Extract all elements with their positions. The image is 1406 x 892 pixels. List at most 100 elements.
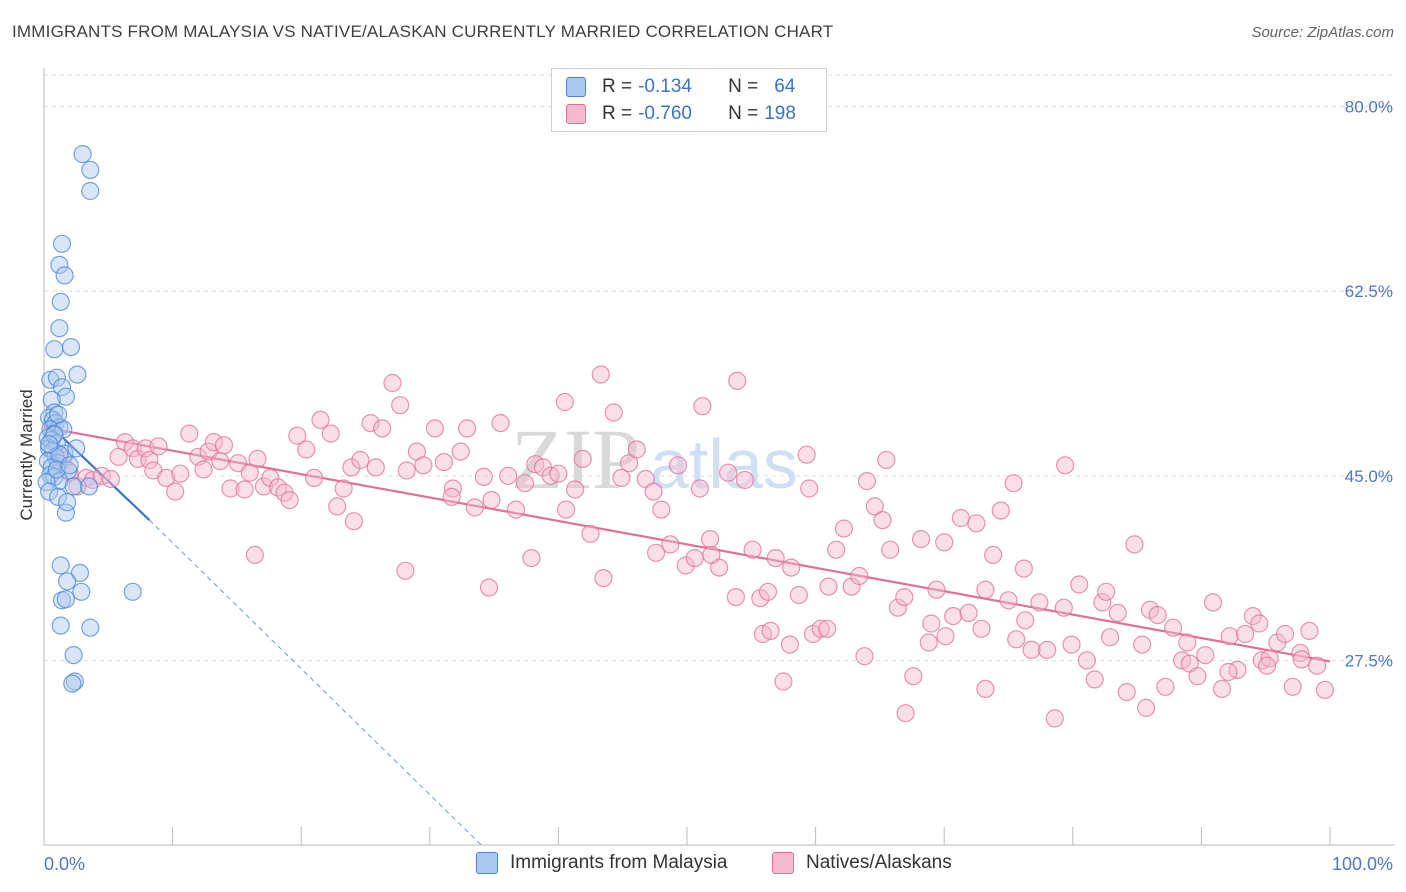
- malaysia-point: [65, 672, 85, 691]
- native-point: [149, 437, 168, 456]
- native-point: [344, 512, 363, 531]
- y-tick-label: 80.0%: [1345, 98, 1393, 117]
- x-tick-label-min: 0.0%: [44, 854, 85, 874]
- y-tick-label: 45.0%: [1345, 467, 1393, 486]
- native-point: [1212, 679, 1232, 699]
- native-point: [458, 419, 477, 438]
- native-point: [334, 479, 353, 498]
- native-point: [366, 458, 385, 477]
- native-point: [896, 704, 915, 723]
- legend-row-malaysia: R = -0.134 N = 64: [566, 74, 795, 100]
- malaysia-point: [81, 160, 100, 179]
- correlation-legend: R = -0.134 N = 64 R = -0.760 N = 198: [551, 68, 827, 132]
- malaysia-point: [60, 456, 79, 475]
- malaysia-point: [64, 477, 83, 496]
- native-point: [800, 479, 819, 498]
- malaysia-point: [51, 556, 70, 575]
- watermark-atlas: atlas: [650, 425, 798, 503]
- native-point: [361, 414, 380, 433]
- native-point: [1133, 635, 1152, 654]
- legend-row-natives: R = -0.760 N = 198: [566, 101, 796, 127]
- native-point: [991, 501, 1010, 520]
- malaysia-point: [57, 493, 77, 512]
- bottom-legend-swatch-blue: [476, 852, 498, 874]
- native-point: [491, 414, 510, 433]
- native-point: [1093, 593, 1112, 612]
- native-point: [1315, 680, 1335, 700]
- native-point: [1085, 670, 1104, 689]
- native-point: [1077, 651, 1097, 670]
- bottom-legend-natives: Natives/Alaskans: [772, 852, 952, 874]
- native-point: [1022, 640, 1041, 660]
- malaysia-point: [51, 292, 70, 311]
- native-point: [895, 587, 914, 607]
- native-point: [881, 540, 900, 559]
- y-tick-label: 62.5%: [1345, 282, 1393, 301]
- native-point: [1037, 640, 1057, 660]
- legend-r-label: R =: [602, 103, 633, 124]
- native-point: [1156, 677, 1175, 696]
- malaysia-point: [70, 563, 90, 583]
- native-point: [140, 450, 159, 470]
- native-point: [391, 396, 410, 415]
- native-point: [904, 667, 923, 686]
- native-point: [972, 619, 991, 638]
- native-point: [693, 397, 712, 416]
- zipatlas-watermark: ZIP atlas: [511, 411, 798, 507]
- native-point: [1188, 667, 1207, 686]
- native-point: [818, 619, 837, 638]
- native-point: [465, 498, 484, 517]
- native-point: [976, 580, 995, 599]
- legend-r-value: -0.134: [638, 76, 692, 97]
- native-point: [1117, 682, 1136, 702]
- native-point: [451, 442, 470, 461]
- malaysia-point: [67, 439, 86, 458]
- native-point: [235, 480, 254, 499]
- native-point: [927, 580, 946, 599]
- native-point: [351, 450, 370, 470]
- native-point: [180, 424, 199, 443]
- native-point: [797, 445, 816, 464]
- native-point: [782, 558, 801, 577]
- native-point: [919, 633, 938, 652]
- native-point: [1016, 611, 1035, 630]
- bottom-legend-swatch-pink: [772, 852, 794, 874]
- native-point: [581, 524, 600, 543]
- native-point: [1250, 614, 1269, 633]
- native-point: [758, 582, 778, 601]
- legend-r-value: -0.760: [638, 103, 692, 124]
- native-point: [877, 450, 896, 470]
- legend-n-label: N =: [728, 103, 759, 124]
- malaysia-point: [48, 487, 68, 506]
- native-point: [761, 621, 780, 641]
- native-point: [573, 449, 592, 468]
- source-credit: Source: ZipAtlas.com: [1251, 24, 1394, 41]
- legend-n-value: 198: [764, 103, 796, 124]
- malaysia-point: [39, 435, 59, 454]
- native-point: [261, 468, 280, 487]
- native-point: [240, 463, 259, 482]
- native-point: [280, 491, 299, 510]
- legend-n-label: N =: [728, 76, 759, 97]
- native-point: [204, 433, 223, 452]
- data-points: [37, 145, 1335, 728]
- native-point: [728, 371, 747, 390]
- native-point: [819, 577, 838, 596]
- malaysia-point: [81, 181, 100, 201]
- native-point: [171, 464, 190, 483]
- native-point: [499, 466, 518, 485]
- native-point: [976, 679, 995, 699]
- native-point: [442, 487, 461, 506]
- malaysia-point: [73, 145, 92, 164]
- native-point: [194, 460, 213, 479]
- native-point: [214, 436, 234, 455]
- native-point: [1220, 627, 1239, 646]
- malaysia-trend-extension: [149, 519, 482, 846]
- native-point: [935, 533, 954, 552]
- native-point: [983, 545, 1003, 565]
- native-point: [959, 603, 978, 623]
- native-point: [245, 545, 264, 565]
- native-point: [702, 545, 721, 565]
- native-point: [297, 440, 316, 459]
- native-point: [967, 514, 986, 533]
